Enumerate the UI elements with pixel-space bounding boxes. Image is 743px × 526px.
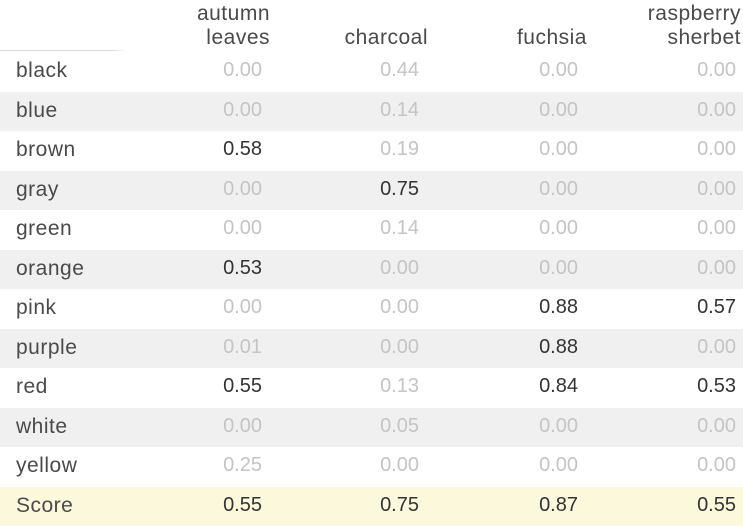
value-cell: 0.05 (339, 415, 419, 438)
value-cell: 0.55 (182, 375, 262, 398)
value-cell: 0.44 (339, 59, 419, 82)
value-cell: 0.00 (182, 217, 262, 240)
column-header-charcoal: charcoal (320, 26, 428, 50)
column-header-autumn-leaves: autumn leaves (170, 2, 270, 50)
table-row: yellow 0.25 0.00 0.00 0.00 (0, 447, 743, 487)
value-cell: 0.87 (498, 494, 578, 517)
table-row: green 0.00 0.14 0.00 0.00 (0, 210, 743, 250)
header-row: autumn leaves charcoal fuchsia raspberry… (0, 0, 743, 52)
score-row: Score 0.55 0.75 0.87 0.55 (0, 487, 743, 526)
column-header-raspberry-sherbet: raspberry sherbet (620, 2, 741, 50)
value-cell: 0.00 (656, 99, 736, 122)
value-cell: 0.01 (182, 336, 262, 359)
value-cell: 0.00 (498, 257, 578, 280)
row-label: pink (16, 296, 57, 320)
value-cell: 0.00 (498, 454, 578, 477)
table-row: red 0.55 0.13 0.84 0.53 (0, 368, 743, 408)
value-cell: 0.88 (498, 296, 578, 319)
value-cell: 0.00 (656, 59, 736, 82)
table-row: black 0.00 0.44 0.00 0.00 (0, 52, 743, 92)
table-row: blue 0.00 0.14 0.00 0.00 (0, 92, 743, 132)
value-cell: 0.55 (182, 494, 262, 517)
value-cell: 0.00 (656, 178, 736, 201)
value-cell: 0.00 (339, 296, 419, 319)
column-header-line: autumn (170, 2, 270, 26)
value-cell: 0.19 (339, 138, 419, 161)
column-header-line: charcoal (320, 26, 428, 50)
row-label: blue (16, 99, 58, 123)
column-header-line: leaves (170, 26, 270, 50)
value-cell: 0.88 (498, 336, 578, 359)
value-cell: 0.00 (339, 336, 419, 359)
value-cell: 0.84 (498, 375, 578, 398)
row-label: green (16, 217, 72, 241)
value-cell: 0.00 (498, 138, 578, 161)
value-cell: 0.53 (182, 257, 262, 280)
value-cell: 0.00 (339, 257, 419, 280)
row-label: orange (16, 257, 84, 281)
value-cell: 0.57 (656, 296, 736, 319)
column-header-line: raspberry (620, 2, 741, 26)
row-label: brown (16, 138, 76, 162)
value-cell: 0.00 (498, 99, 578, 122)
value-cell: 0.00 (182, 415, 262, 438)
value-cell: 0.00 (656, 138, 736, 161)
value-cell: 0.14 (339, 99, 419, 122)
row-label: Score (16, 494, 73, 518)
value-cell: 0.75 (339, 178, 419, 201)
row-label: red (16, 375, 48, 399)
value-cell: 0.00 (498, 217, 578, 240)
value-cell: 0.00 (656, 454, 736, 477)
row-label: black (16, 59, 68, 83)
table-row: white 0.00 0.05 0.00 0.00 (0, 408, 743, 448)
row-label: purple (16, 336, 77, 360)
table-row: purple 0.01 0.00 0.88 0.00 (0, 329, 743, 369)
value-cell: 0.00 (656, 415, 736, 438)
value-cell: 0.00 (182, 296, 262, 319)
value-cell: 0.13 (339, 375, 419, 398)
value-cell: 0.00 (656, 217, 736, 240)
row-label: gray (16, 178, 59, 202)
value-cell: 0.00 (182, 99, 262, 122)
value-cell: 0.75 (339, 494, 419, 517)
value-cell: 0.00 (656, 336, 736, 359)
value-cell: 0.53 (656, 375, 736, 398)
table-row: pink 0.00 0.00 0.88 0.57 (0, 289, 743, 329)
table-row: brown 0.58 0.19 0.00 0.00 (0, 131, 743, 171)
column-header-line: fuchsia (480, 26, 587, 50)
value-cell: 0.58 (182, 138, 262, 161)
value-cell: 0.00 (498, 415, 578, 438)
table-body: black 0.00 0.44 0.00 0.00 blue 0.00 0.14 0.00 0.0… (0, 52, 743, 526)
value-cell: 0.00 (498, 59, 578, 82)
row-label: yellow (16, 454, 77, 478)
table-row: orange 0.53 0.00 0.00 0.00 (0, 250, 743, 290)
value-cell: 0.00 (182, 178, 262, 201)
row-label: white (16, 415, 68, 439)
header-divider (0, 50, 743, 51)
value-cell: 0.00 (182, 59, 262, 82)
column-header-line: sherbet (620, 26, 741, 50)
column-header-fuchsia: fuchsia (480, 26, 587, 50)
table-row: gray 0.00 0.75 0.00 0.00 (0, 171, 743, 211)
value-cell: 0.00 (656, 257, 736, 280)
value-cell: 0.25 (182, 454, 262, 477)
value-cell: 0.55 (656, 494, 736, 517)
value-cell: 0.14 (339, 217, 419, 240)
value-cell: 0.00 (498, 178, 578, 201)
value-cell: 0.00 (339, 454, 419, 477)
